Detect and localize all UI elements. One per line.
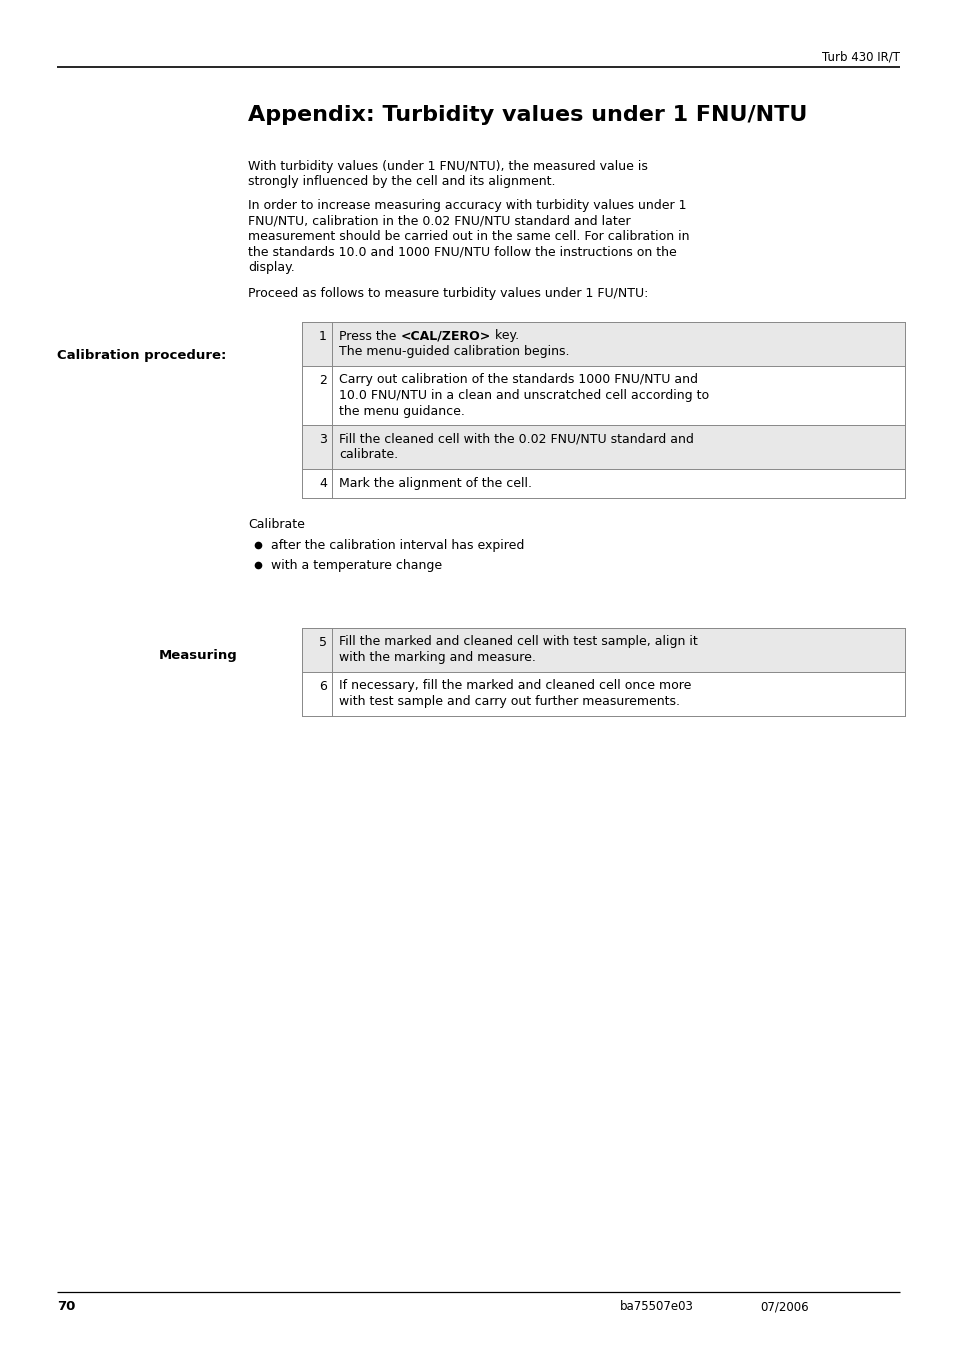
Text: measurement should be carried out in the same cell. For calibration in: measurement should be carried out in the… bbox=[248, 230, 689, 243]
Text: 70: 70 bbox=[57, 1300, 75, 1313]
Text: calibrate.: calibrate. bbox=[338, 449, 397, 462]
Text: 2: 2 bbox=[319, 373, 327, 386]
Bar bbox=[302, 322, 904, 366]
Text: after the calibration interval has expired: after the calibration interval has expir… bbox=[271, 539, 524, 553]
Text: Appendix: Turbidity values under 1 FNU/NTU: Appendix: Turbidity values under 1 FNU/N… bbox=[248, 105, 806, 126]
Text: key.: key. bbox=[490, 330, 518, 343]
Text: FNU/NTU, calibration in the 0.02 FNU/NTU standard and later: FNU/NTU, calibration in the 0.02 FNU/NTU… bbox=[248, 215, 630, 227]
Text: with a temperature change: with a temperature change bbox=[271, 559, 441, 573]
Text: 5: 5 bbox=[318, 635, 327, 648]
Text: With turbidity values (under 1 FNU/NTU), the measured value is: With turbidity values (under 1 FNU/NTU),… bbox=[248, 159, 647, 173]
Text: strongly influenced by the cell and its alignment.: strongly influenced by the cell and its … bbox=[248, 176, 555, 189]
Text: 1: 1 bbox=[319, 330, 327, 343]
Text: 4: 4 bbox=[319, 477, 327, 490]
Text: The menu-guided calibration begins.: The menu-guided calibration begins. bbox=[338, 345, 569, 358]
Text: <CAL/ZERO>: <CAL/ZERO> bbox=[400, 330, 490, 343]
Text: Carry out calibration of the standards 1000 FNU/NTU and: Carry out calibration of the standards 1… bbox=[338, 373, 698, 386]
Text: Fill the marked and cleaned cell with test sample, align it: Fill the marked and cleaned cell with te… bbox=[338, 635, 697, 648]
Text: 3: 3 bbox=[319, 434, 327, 446]
Text: the standards 10.0 and 1000 FNU/NTU follow the instructions on the: the standards 10.0 and 1000 FNU/NTU foll… bbox=[248, 246, 676, 258]
Text: Fill the cleaned cell with the 0.02 FNU/NTU standard and: Fill the cleaned cell with the 0.02 FNU/… bbox=[338, 434, 693, 446]
Text: 07/2006: 07/2006 bbox=[760, 1300, 808, 1313]
Text: with the marking and measure.: with the marking and measure. bbox=[338, 651, 536, 663]
Text: Calibration procedure:: Calibration procedure: bbox=[57, 350, 226, 362]
Text: 10.0 FNU/NTU in a clean and unscratched cell according to: 10.0 FNU/NTU in a clean and unscratched … bbox=[338, 389, 708, 403]
Text: the menu guidance.: the menu guidance. bbox=[338, 404, 464, 417]
Text: Press the: Press the bbox=[338, 330, 400, 343]
Text: display.: display. bbox=[248, 261, 294, 274]
Text: 6: 6 bbox=[319, 680, 327, 693]
Text: ba75507e03: ba75507e03 bbox=[619, 1300, 693, 1313]
Bar bbox=[302, 426, 904, 469]
Text: Calibrate: Calibrate bbox=[248, 517, 305, 531]
Text: If necessary, fill the marked and cleaned cell once more: If necessary, fill the marked and cleane… bbox=[338, 680, 691, 693]
Text: Proceed as follows to measure turbidity values under 1 FU/NTU:: Proceed as follows to measure turbidity … bbox=[248, 286, 648, 300]
Text: In order to increase measuring accuracy with turbidity values under 1: In order to increase measuring accuracy … bbox=[248, 199, 686, 212]
Bar bbox=[302, 627, 904, 671]
Text: Turb 430 IR/T: Turb 430 IR/T bbox=[821, 50, 899, 63]
Text: Measuring: Measuring bbox=[159, 650, 237, 662]
Text: Mark the alignment of the cell.: Mark the alignment of the cell. bbox=[338, 477, 532, 490]
Text: with test sample and carry out further measurements.: with test sample and carry out further m… bbox=[338, 694, 679, 708]
